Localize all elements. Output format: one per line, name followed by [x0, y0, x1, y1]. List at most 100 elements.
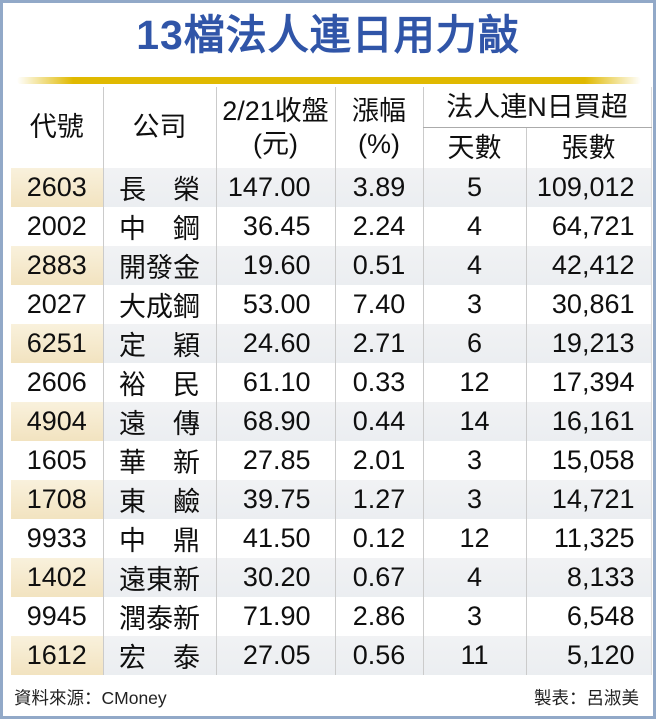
company-name: 大成鋼: [102, 285, 216, 325]
change-percent: 0.51: [334, 246, 423, 286]
buy-days: 12: [422, 363, 526, 403]
change-percent: 3.89: [334, 168, 423, 208]
table-header: 代號 公司 2/21收盤 (元) 漲幅 (%) 法人連N日買超 天數 張數: [11, 87, 651, 169]
change-percent: 7.40: [334, 285, 423, 325]
buy-days: 3: [422, 285, 526, 325]
buy-lots: 64,721: [525, 207, 651, 247]
change-percent: 0.67: [334, 558, 423, 598]
stock-code: 1612: [11, 636, 103, 676]
close-price: 36.45: [215, 207, 335, 247]
stock-code: 1708: [11, 480, 103, 520]
header-change-line2: (%): [358, 128, 400, 159]
stock-code: 2883: [11, 246, 103, 286]
page-title: 13檔法人連日用力敲: [136, 12, 520, 58]
company-name: 定 穎: [102, 324, 216, 364]
stock-code: 4904: [11, 402, 103, 442]
table-row: 1708 東 鹼 39.75 1.27 3 14,721: [11, 480, 651, 520]
company-name: 宏 泰: [102, 636, 216, 676]
buy-lots: 30,861: [525, 285, 651, 325]
company-name: 長 榮: [102, 168, 216, 208]
company-name: 裕 民: [102, 363, 216, 403]
company-name: 開發金: [102, 246, 216, 286]
company-name: 華 新: [102, 441, 216, 481]
company-name: 遠東新: [102, 558, 216, 598]
buy-days: 4: [422, 207, 526, 247]
buy-days: 14: [422, 402, 526, 442]
change-percent: 2.01: [334, 441, 423, 481]
stock-code: 2603: [11, 168, 103, 208]
buy-lots: 11,325: [525, 519, 651, 559]
change-percent: 0.56: [334, 636, 423, 676]
buy-lots: 19,213: [525, 324, 651, 364]
close-price: 41.50: [215, 519, 335, 559]
stock-code: 9945: [26, 601, 87, 632]
close-price: 27.05: [215, 636, 335, 676]
gold-divider-line: [17, 77, 641, 85]
header-group-institutional: 法人連N日買超: [422, 87, 651, 129]
buy-lots: 42,412: [525, 246, 651, 286]
close-price: 39.75: [215, 480, 335, 520]
table-row: 2883 開發金 19.60 0.51 4 42,412: [11, 246, 651, 286]
buy-days: 3: [422, 480, 526, 520]
change-percent: 0.44: [334, 402, 423, 442]
header-close-line1: 2/21收盤: [222, 95, 329, 126]
close-price: 24.60: [215, 324, 335, 364]
stock-code: 1605: [26, 445, 87, 476]
change-percent: 0.12: [334, 519, 423, 559]
table-row: 4904 遠 傳 68.90 0.44 14 16,161: [11, 402, 651, 442]
buy-days: 6: [422, 324, 526, 364]
company-name: 東 鹼: [102, 480, 216, 520]
change-percent: 1.27: [334, 480, 423, 520]
change-percent: 0.33: [334, 363, 423, 403]
stock-code: 1402: [11, 558, 103, 598]
change-percent: 2.71: [334, 324, 423, 364]
footer: 資料來源：CMoney 製表：呂淑美: [3, 675, 653, 710]
stock-table: 代號 公司 2/21收盤 (元) 漲幅 (%) 法人連N日買超 天數 張數 26…: [11, 87, 652, 676]
table-row: 1612 宏 泰 27.05 0.56 11 5,120: [11, 636, 651, 676]
buy-lots: 5,120: [525, 636, 651, 676]
table-row: 1402 遠東新 30.20 0.67 4 8,133: [11, 558, 651, 598]
header-change: 漲幅 (%): [334, 87, 423, 169]
buy-lots: 8,133: [525, 558, 651, 598]
table-row: 2002 中 鋼 36.45 2.24 4 64,721: [11, 207, 651, 247]
company-name: 中 鼎: [102, 519, 216, 559]
buy-days: 4: [422, 246, 526, 286]
table-row: 1605 華 新 27.85 2.01 3 15,058: [11, 441, 651, 481]
buy-lots: 17,394: [525, 363, 651, 403]
buy-days: 3: [422, 597, 526, 637]
header-close-line2: (元): [253, 128, 298, 159]
table-row: 2027 大成鋼 53.00 7.40 3 30,861: [11, 285, 651, 325]
table-row: 9933 中 鼎 41.50 0.12 12 11,325: [11, 519, 651, 559]
close-price: 147.00: [215, 168, 335, 208]
table-row: 6251 定 穎 24.60 2.71 6 19,213: [11, 324, 651, 364]
close-price: 71.90: [215, 597, 335, 637]
buy-lots: 6,548: [525, 597, 651, 637]
stock-code: 9933: [26, 523, 87, 554]
buy-days: 5: [422, 168, 526, 208]
company-name: 潤泰新: [102, 597, 216, 637]
buy-days: 3: [422, 441, 526, 481]
table-body: 2603 長 榮 147.00 3.89 5 109,012 2002 中 鋼 36.45 2.2…: [11, 168, 651, 676]
buy-days: 4: [422, 558, 526, 598]
header-days: 天數: [422, 127, 526, 169]
close-price: 68.90: [215, 402, 335, 442]
buy-lots: 14,721: [525, 480, 651, 520]
change-percent: 2.24: [334, 207, 423, 247]
header-lots: 張數: [525, 127, 651, 169]
header-code: 代號: [11, 87, 103, 169]
close-price: 27.85: [215, 441, 335, 481]
table-row: 9945 潤泰新 71.90 2.86 3 6,548: [11, 597, 651, 637]
close-price: 61.10: [215, 363, 335, 403]
stock-code: 6251: [11, 324, 103, 364]
stock-table-container: 代號 公司 2/21收盤 (元) 漲幅 (%) 法人連N日買超 天數 張數 26…: [11, 87, 652, 676]
stock-code: 2027: [26, 289, 87, 320]
buy-lots: 16,161: [525, 402, 651, 442]
close-price: 19.60: [215, 246, 335, 286]
header-close: 2/21收盤 (元): [215, 87, 335, 169]
stock-code: 2002: [26, 211, 87, 242]
buy-days: 11: [422, 636, 526, 676]
buy-lots: 15,058: [525, 441, 651, 481]
source-credit: 資料來源：CMoney: [14, 688, 167, 709]
stock-code: 2606: [26, 367, 87, 398]
header-change-line1: 漲幅: [352, 95, 406, 126]
